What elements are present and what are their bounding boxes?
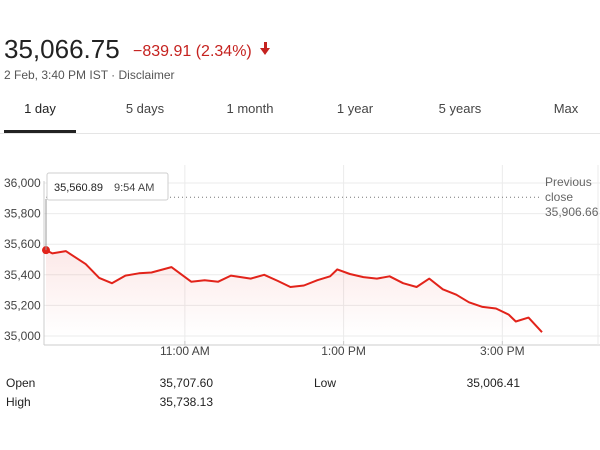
- y-tick-label: 35,800: [4, 207, 41, 221]
- previous-close-label: Previous: [545, 175, 592, 189]
- range-tabs: 1 day 5 days 1 month 1 year 5 years Max: [0, 94, 600, 134]
- x-tick-label: 3:00 PM: [480, 344, 525, 358]
- y-tick-label: 36,000: [4, 176, 41, 190]
- meta-separator: ·: [111, 68, 116, 82]
- open-label: Open: [6, 376, 36, 390]
- stats-row-1: Open 35,707.60 Low 35,006.41: [0, 376, 600, 394]
- y-tick-label: 35,400: [4, 268, 41, 282]
- y-tick-label: 35,200: [4, 298, 41, 312]
- price-change-text: −839.91 (2.34%): [133, 43, 252, 60]
- y-tick-label: 35,000: [4, 329, 41, 343]
- disclaimer-link[interactable]: Disclaimer: [118, 68, 175, 82]
- tab-1-day[interactable]: 1 day: [24, 101, 56, 116]
- tab-max[interactable]: Max: [553, 101, 579, 116]
- high-label: High: [6, 395, 31, 409]
- tab-1-year[interactable]: 1 year: [336, 101, 374, 116]
- active-tab-indicator: [4, 130, 76, 133]
- current-price: 35,066.75: [4, 34, 120, 64]
- tooltip-time: 9:54 AM: [114, 182, 154, 194]
- low-label: Low: [314, 376, 337, 390]
- price-chart[interactable]: 36,000 35,800 35,600 35,400 35,200 35,000 11:…: [0, 165, 600, 375]
- x-tick-label: 11:00 AM: [160, 344, 210, 358]
- tabs-divider: [0, 133, 600, 134]
- tooltip-box: [46, 172, 169, 201]
- previous-close-value: 35,906.66: [545, 205, 599, 219]
- high-value: 35,738.13: [159, 395, 213, 409]
- tab-5-years[interactable]: 5 years: [438, 101, 482, 116]
- open-value: 35,707.60: [159, 376, 213, 390]
- previous-close-label: close: [545, 190, 573, 204]
- down-arrow-icon: [260, 42, 271, 55]
- tab-5-days[interactable]: 5 days: [125, 101, 165, 116]
- stats-row-2: High 35,738.13: [0, 395, 600, 413]
- quote-timestamp: 2 Feb, 3:40 PM IST: [4, 68, 108, 82]
- quote-meta: 2 Feb, 3:40 PM IST · Disclaimer: [4, 68, 175, 82]
- price-line: [45, 249, 543, 333]
- tab-1-month[interactable]: 1 month: [226, 101, 274, 116]
- x-tick-label: 1:00 PM: [321, 344, 366, 358]
- low-value: 35,006.41: [466, 376, 520, 390]
- y-tick-label: 35,600: [4, 237, 41, 251]
- price-area: [46, 250, 542, 336]
- price-change: −839.91 (2.34%): [133, 42, 271, 61]
- tooltip-value: 35,560.89: [54, 182, 103, 194]
